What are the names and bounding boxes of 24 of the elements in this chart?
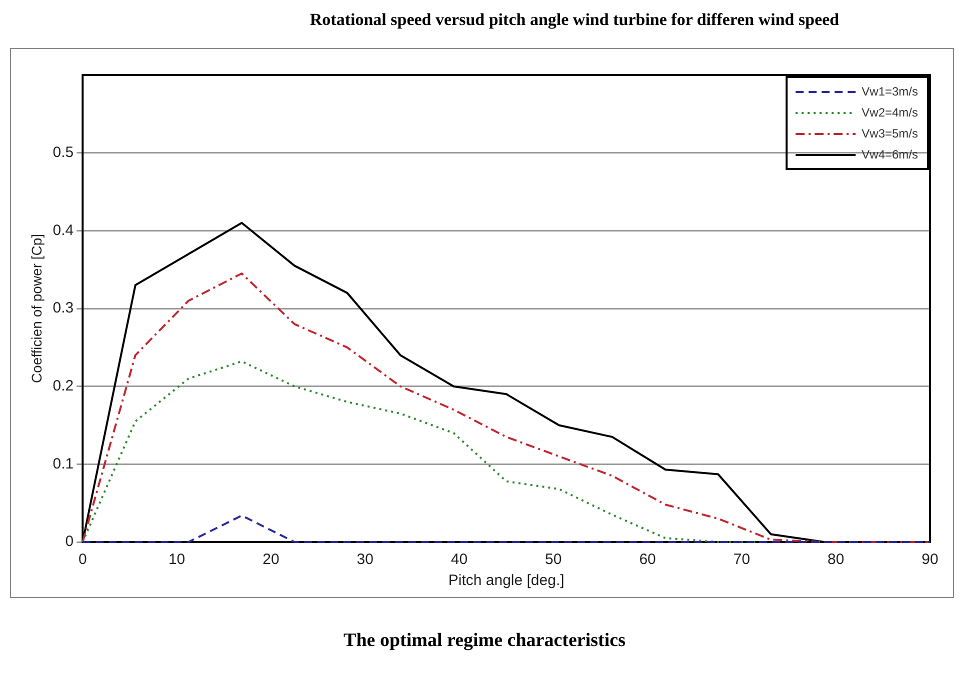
legend-label: Vw2=4m/s bbox=[862, 105, 918, 120]
legend-label: Vw4=6m/s bbox=[862, 147, 918, 162]
legend-label: Vw3=5m/s bbox=[862, 126, 918, 140]
x-tick-label: 30 bbox=[356, 551, 374, 568]
y-tick-label: 0 bbox=[65, 533, 74, 550]
y-tick-label: 0.5 bbox=[52, 144, 74, 161]
x-tick-label: 60 bbox=[639, 551, 656, 568]
x-axis-title: Pitch angle [deg.] bbox=[448, 572, 564, 590]
y-tick-label: 0.3 bbox=[52, 300, 74, 317]
x-tick-label: 50 bbox=[545, 551, 562, 568]
y-axis-title: Coefficien of power [Cp] bbox=[28, 234, 44, 384]
x-tick-label: 10 bbox=[168, 551, 186, 568]
x-tick-label: 0 bbox=[78, 551, 87, 568]
chart-title: Rotational speed versud pitch angle wind turbine for differen wind speed bbox=[308, 10, 840, 30]
y-tick-label: 0.4 bbox=[52, 222, 74, 239]
x-tick-label: 20 bbox=[262, 551, 280, 568]
x-tick-label: 90 bbox=[922, 551, 938, 568]
y-tick-label: 0.2 bbox=[52, 377, 74, 394]
x-tick-label: 80 bbox=[828, 551, 844, 568]
x-tick-label: 70 bbox=[733, 551, 750, 568]
text: The optimal regime characteristics bbox=[342, 630, 626, 652]
y-tick-label: 0.1 bbox=[52, 455, 74, 472]
x-tick-label: 40 bbox=[450, 551, 468, 568]
legend-label: Vw1=3m/s bbox=[862, 84, 918, 98]
